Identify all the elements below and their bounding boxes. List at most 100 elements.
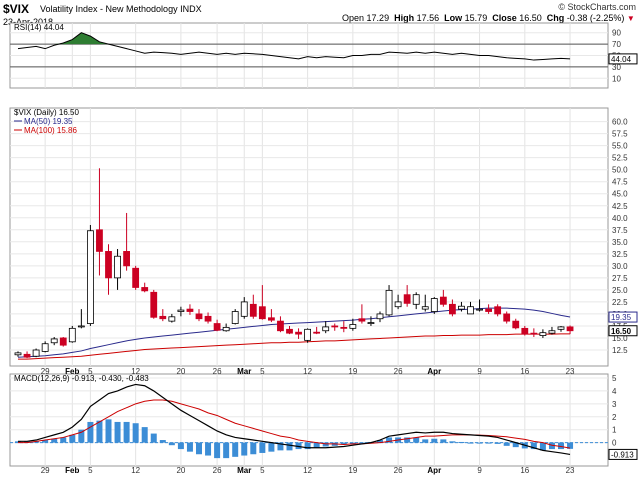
candle-body (258, 306, 266, 320)
candle-body (41, 343, 49, 352)
candle-body (331, 325, 339, 328)
candle-body (340, 326, 348, 329)
candle-body (204, 315, 212, 322)
rsi-last-value: 44.04 (611, 55, 632, 64)
down-arrow-icon: ▼ (626, 14, 635, 23)
candle-body (14, 352, 22, 356)
ma50-value: 19.35 (611, 313, 632, 322)
ma50-value-box (608, 311, 638, 323)
macd-tick-label: 3 (612, 400, 617, 409)
macd-histogram-bar (150, 433, 157, 443)
candle-body (240, 301, 248, 317)
rsi-legend: RSI(14) 44.04 (14, 23, 64, 32)
macd-histogram-bar (340, 442, 347, 445)
x-axis-label: 26 (213, 466, 222, 475)
brand-watermark: © StockCharts.com (558, 2, 636, 12)
candle-body (114, 255, 121, 279)
last-close-value: 16.50 (611, 327, 632, 336)
x-axis-label: 26 (394, 466, 403, 475)
price-tick-label: 47.5 (612, 178, 628, 187)
price-tick-label: 42.5 (612, 202, 628, 211)
price-tick-label: 12.5 (612, 346, 628, 355)
candle-body (105, 251, 112, 279)
x-axis-label: 9 (477, 367, 482, 376)
chg-value: -0.38 (-2.25%) (566, 13, 625, 23)
rsi-tick-label: 10 (612, 74, 621, 83)
macd-histogram-bar (539, 442, 546, 451)
low-label: Low (444, 13, 463, 23)
macd-histogram-bar (60, 437, 67, 443)
candle-body (494, 306, 502, 315)
candle-body (539, 332, 547, 336)
candle-body (77, 325, 85, 328)
price-tick-label: 57.5 (612, 130, 628, 139)
macd-histogram-bar (431, 438, 438, 443)
macd-histogram-bar (467, 442, 474, 444)
candle-body (68, 327, 76, 343)
macd-histogram-bar (33, 441, 40, 443)
candle-body (132, 267, 140, 288)
candle-body (295, 331, 302, 335)
x-axis-label: 16 (520, 367, 529, 376)
high-label: High (394, 13, 415, 23)
x-axis-label: 23 (566, 466, 575, 475)
candle-body (376, 313, 384, 320)
last-close-box (608, 325, 638, 337)
price-tick-label: 45.0 (612, 190, 628, 199)
x-axis-label: 12 (303, 466, 312, 475)
rsi-line (17, 32, 571, 61)
macd-histogram-bar (15, 441, 21, 443)
quote-summary: Open 17.29 High 17.56 Low 15.79 Close 16… (342, 13, 635, 23)
macd-tick-label: 2 (612, 413, 617, 422)
x-axis-label: 29 (41, 466, 50, 475)
candle-body (430, 298, 438, 312)
macd-histogram-bar (51, 438, 58, 443)
x-axis-label: Mar (237, 466, 251, 475)
chg-label: Chg (546, 13, 565, 23)
candle-body (123, 251, 130, 267)
macd-histogram-bar (404, 437, 411, 443)
price-tick-label: 37.5 (612, 226, 628, 235)
macd-histogram-bar (377, 440, 383, 443)
macd-histogram-bar (241, 442, 248, 456)
candle-body (467, 306, 474, 315)
candle-body (349, 324, 357, 329)
candle-body (249, 303, 257, 317)
price-tick-label: 27.5 (612, 274, 628, 283)
candle-body (548, 330, 556, 334)
macd-histogram-bar (413, 437, 420, 443)
ma100-legend: MA(100) 15.86 (24, 126, 77, 135)
macd-histogram-bar (214, 442, 221, 459)
macd-histogram-bar (232, 442, 239, 457)
x-axis-label: 19 (348, 367, 357, 376)
security-description: Volatility Index - New Methodology INDX (40, 4, 202, 14)
x-axis-label: 23 (566, 367, 575, 376)
macd-histogram-bar (530, 442, 537, 450)
high-value: 17.56 (416, 13, 440, 23)
macd-tick-label: 0 (612, 439, 617, 448)
macd-histogram-bar (42, 440, 49, 443)
macd-panel-frame (9, 373, 609, 467)
candle-body (557, 326, 565, 330)
ma100-line (18, 333, 571, 360)
macd-histogram-bar (114, 421, 121, 443)
candle-body (231, 311, 239, 324)
x-axis-label: 12 (131, 367, 140, 376)
candle-body (394, 301, 402, 308)
macd-histogram-bar (105, 419, 112, 443)
macd-histogram-bar (322, 442, 329, 447)
price-tick-label: 50.0 (612, 166, 628, 175)
x-axis-label: 5 (260, 466, 265, 475)
macd-histogram-bar (349, 442, 356, 444)
rsi-tick-label: 30 (612, 63, 621, 72)
macd-histogram-bar (286, 442, 293, 451)
candle-body (322, 326, 330, 332)
candle-body (412, 294, 420, 305)
rsi-tick-label: 90 (612, 29, 621, 38)
candle-body (159, 315, 167, 320)
candle-body (385, 289, 393, 316)
candle-body (168, 316, 176, 322)
macd-line (18, 383, 571, 456)
x-axis-label: 16 (520, 466, 529, 475)
x-axis-label: 12 (303, 367, 312, 376)
